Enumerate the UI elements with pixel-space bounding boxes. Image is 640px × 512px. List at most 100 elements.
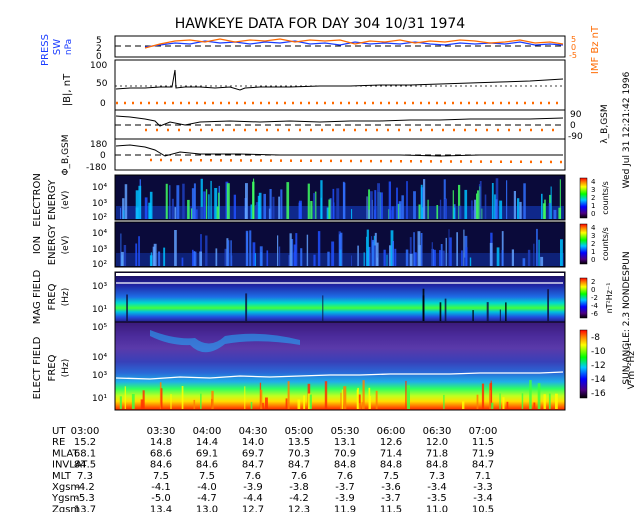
spectrogram-streak	[358, 394, 361, 409]
spectrogram-streak	[140, 399, 144, 409]
spectrogram-streak	[250, 401, 253, 409]
ephemeris-cell: 03:30	[147, 426, 176, 437]
magfield-streaks	[126, 288, 549, 321]
spectrogram-streak	[163, 247, 166, 266]
pressure-line	[144, 40, 564, 48]
spectrogram-streak	[370, 191, 373, 219]
electron-tick-1e2: 10²	[92, 213, 107, 223]
spectrogram-streak	[547, 289, 549, 321]
spectrogram-streak	[149, 191, 153, 219]
ephemeris-cell: 06:30	[423, 426, 452, 437]
pressure-panel: PRESS SW nPa 5 2 0 5 0 -5 IMF Bz nT	[40, 25, 601, 74]
elecfield-ylabel-2: FREQ	[47, 354, 58, 381]
spectrogram-streak	[458, 184, 461, 219]
spectrogram-streak	[203, 191, 206, 219]
ephemeris-cell: 13.5	[288, 437, 310, 448]
spectrogram-streak	[193, 251, 197, 266]
ephemeris-cell: 12.7	[242, 504, 264, 512]
spectrogram-streak	[491, 402, 494, 409]
spectrogram-streak	[392, 241, 394, 266]
spectrogram-streak	[371, 236, 373, 266]
magfield-cbar-tick-2: 2	[591, 278, 595, 286]
ephemeris-cell: 84.7	[288, 460, 310, 471]
spectrogram-streak	[362, 380, 365, 409]
spectrogram-streak	[484, 194, 487, 219]
ephemeris-cell: -4.2	[289, 493, 309, 504]
ephemeris-row-label: Xgsm	[52, 482, 80, 493]
ephemeris-row-label: INVLAT	[52, 460, 88, 471]
spectrogram-streak	[445, 237, 447, 266]
spectrogram-streak	[422, 288, 425, 321]
ephemeris-cell: -4.1	[151, 482, 171, 493]
spectrogram-streak	[233, 194, 236, 219]
spectrogram-streak	[252, 242, 256, 266]
ephemeris-cell: -3.6	[381, 482, 401, 493]
spectrogram-streak	[324, 381, 328, 409]
spectrogram-streak	[216, 206, 219, 219]
spectrogram-streak	[339, 232, 343, 266]
lambda-panel: λ_B,GSM 90 0 -90	[114, 104, 610, 144]
magfield-cbar-label: nT²Hz⁻¹	[605, 283, 614, 314]
ephemeris-cell: 14.0	[242, 437, 264, 448]
elecfield-cbar-tick-m12: -12	[591, 361, 606, 371]
spectrogram-streak	[245, 230, 249, 266]
ephemeris-cell: -3.3	[473, 482, 493, 493]
spectrogram-streak	[200, 234, 202, 266]
lambda-line	[115, 115, 564, 127]
ephemeris-cell: 12.3	[288, 504, 310, 512]
spectrogram-streak	[144, 197, 148, 219]
spectrogram-streak	[405, 380, 407, 409]
spectrogram-streak	[123, 245, 127, 266]
elecfield-tick-1e3: 10³	[92, 371, 107, 381]
ephemeris-cell: -3.5	[427, 493, 447, 504]
spectrogram-streak	[541, 193, 543, 219]
spectrogram-streak	[211, 390, 214, 409]
spectrogram-streak	[174, 230, 177, 266]
spectrogram-streak	[322, 295, 324, 321]
ephemeris-cell: 84.6	[150, 460, 172, 471]
spectrogram-streak	[266, 250, 269, 266]
ephemeris-cell: 7.5	[199, 471, 215, 482]
spectrogram-streak	[536, 228, 538, 266]
spectrogram-streak	[548, 203, 552, 219]
electron-tick-1e4: 10⁴	[92, 183, 107, 193]
spectrogram-streak	[538, 239, 540, 266]
spectrogram-streak	[230, 240, 232, 266]
electron-streaks	[120, 178, 562, 219]
spectrogram-streak	[368, 209, 370, 219]
ephemeris-row-label: UT	[52, 426, 66, 437]
magfield-tick-1e3: 10³	[92, 282, 107, 292]
elecfield-streaks	[119, 380, 558, 409]
spectrogram-streak	[261, 402, 264, 409]
elecfield-colorbar	[579, 329, 588, 399]
date-stamp: Wed Jul 31 12:21:42 1996	[622, 71, 632, 188]
spectrogram-streak	[418, 204, 421, 219]
spectrogram-streak	[521, 393, 524, 409]
spectrogram-streak	[440, 244, 443, 266]
spectrogram-streak	[314, 191, 317, 219]
spectrogram-streak	[555, 393, 558, 409]
spectrogram-streak	[394, 248, 397, 266]
bmag-tick-100: 100	[90, 61, 107, 71]
spectrogram-streak	[499, 200, 503, 219]
magfield-ylabel-3: (Hz)	[61, 288, 71, 307]
spectrogram-streak	[291, 239, 294, 266]
spectrogram-streak	[472, 310, 474, 321]
spectrogram-streak	[489, 390, 491, 409]
spectrogram-streak	[543, 394, 546, 409]
bz-tick-0: 0	[571, 43, 576, 52]
spectrogram-streak	[227, 240, 230, 266]
spectrogram-streak	[523, 183, 526, 219]
ephemeris-cell: 10.5	[472, 504, 494, 512]
ephemeris-cell: 84.8	[426, 460, 448, 471]
spectrogram-streak	[300, 248, 303, 266]
spectrogram-streak	[142, 390, 145, 409]
spectrogram-streak	[341, 389, 343, 409]
ion-cbar-tick-2: 2	[591, 240, 595, 248]
spectrogram-streak	[456, 232, 458, 266]
spectrogram-streak	[501, 250, 504, 266]
spectrogram-streak	[481, 383, 485, 409]
spectrogram-streak	[501, 231, 504, 266]
bmag-ylabel: |B|, nT	[62, 73, 73, 106]
ephemeris-cell: -3.4	[473, 493, 493, 504]
